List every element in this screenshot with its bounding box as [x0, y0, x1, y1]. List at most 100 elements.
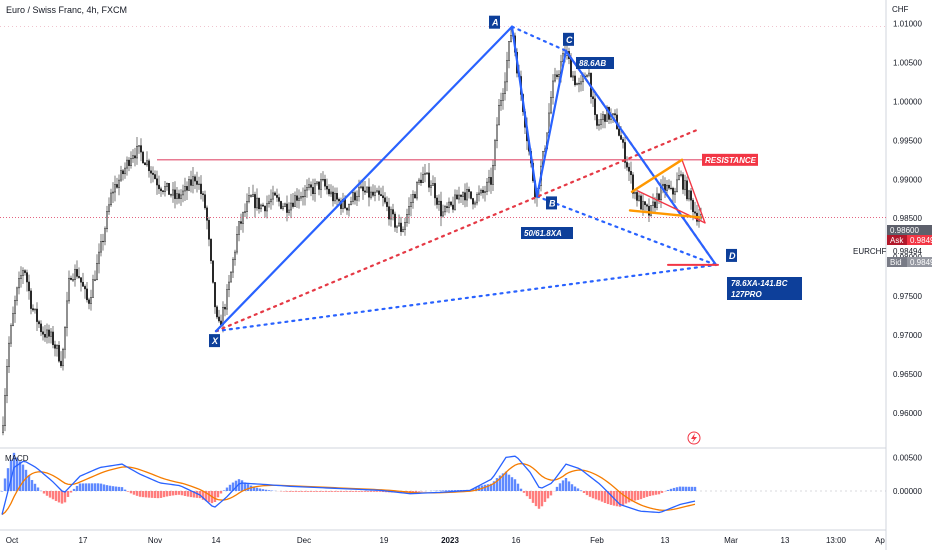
macd-histogram-bar — [522, 491, 526, 493]
candle-body — [128, 159, 130, 166]
candle-body — [356, 196, 358, 201]
macd-histogram-bar — [12, 452, 16, 492]
macd-histogram-bar — [660, 491, 664, 493]
candle-body — [500, 100, 502, 106]
macd-histogram-bar — [558, 483, 562, 492]
candle-body — [354, 192, 356, 201]
macd-histogram-bar — [690, 486, 694, 492]
candle-body — [18, 278, 20, 289]
macd-histogram-bar — [579, 490, 583, 492]
candle-body — [284, 203, 286, 207]
candle-body — [452, 204, 454, 210]
candle-body — [28, 281, 30, 292]
point-a-label-box — [489, 15, 500, 29]
candle-body — [40, 323, 42, 333]
macd-histogram-bar — [9, 459, 13, 492]
macd-histogram-bar — [15, 457, 19, 492]
candle-body — [46, 329, 48, 338]
macd-histogram-bar — [498, 475, 502, 492]
time-axis: Oct 17 Nov 14 Dec 19 2023 16 Feb 13 Mar 13 13:00 Ap — [6, 536, 886, 545]
ratio-d-label-line2: 127PRO — [731, 290, 762, 299]
candle-body — [20, 275, 22, 279]
candle-body — [396, 225, 398, 228]
candle-body — [64, 327, 66, 350]
macd-histogram-bar — [36, 487, 40, 492]
macd-histogram-bar — [411, 491, 415, 493]
macd-histogram-bar — [321, 491, 325, 492]
candle-body — [462, 192, 464, 197]
candle-body — [350, 201, 352, 205]
candle-body — [268, 201, 270, 204]
candle-body — [152, 172, 154, 175]
candle-body — [674, 191, 676, 195]
candle-body — [4, 395, 6, 426]
candle-body — [294, 195, 296, 207]
macd-histogram-bar — [24, 469, 28, 492]
price-tick-label: 1.00500 — [893, 59, 922, 68]
candle-body — [574, 75, 576, 86]
candle-body — [210, 239, 212, 262]
candle-body — [690, 190, 692, 201]
candle-body — [314, 183, 316, 194]
candle-body — [246, 201, 248, 212]
candle-body — [494, 140, 496, 166]
macd-histogram-bar — [543, 491, 547, 502]
candle-body — [296, 195, 298, 201]
cd-leg — [564, 49, 718, 267]
macd-histogram-bar — [162, 491, 166, 498]
macd-histogram-bar — [594, 491, 598, 500]
candle-body — [638, 195, 640, 201]
candle-body — [666, 184, 668, 191]
candle-body — [238, 221, 240, 235]
candle-body — [436, 197, 438, 205]
candle-body — [258, 197, 260, 210]
candle-body — [438, 200, 440, 205]
macd-histogram-bar — [294, 491, 298, 492]
candle-body — [26, 272, 28, 283]
macd-histogram-bar — [144, 491, 148, 498]
macd-histogram-bar — [147, 491, 151, 498]
candle-body — [482, 189, 484, 193]
ratio-b-label: 50/61.8XA — [524, 229, 562, 238]
candle-body — [154, 174, 156, 180]
macd-histogram-bar — [588, 491, 592, 497]
candle-body — [120, 170, 122, 181]
candle-body — [2, 425, 4, 433]
time-tick-label: 17 — [79, 536, 88, 545]
candle-body — [70, 277, 72, 280]
candle-body — [464, 192, 466, 201]
macd-histogram-bar — [585, 491, 589, 496]
ratio-b-label-box — [521, 227, 573, 239]
candle-body — [242, 212, 244, 224]
bid-label-badge: Bid — [890, 258, 902, 267]
macd-histogram-bar — [30, 480, 34, 492]
macd-histogram-bar — [516, 483, 520, 492]
macd-histogram-bar — [630, 491, 634, 502]
macd-histogram-bar — [327, 491, 331, 492]
candle-body — [602, 114, 604, 120]
candle-body — [138, 145, 140, 147]
candle-body — [150, 170, 152, 174]
macd-histogram-bar — [102, 484, 106, 492]
candle-body — [266, 203, 268, 212]
macd-histogram-bar — [90, 483, 94, 492]
macd-histogram-bar — [72, 488, 76, 492]
candle-body — [554, 74, 556, 82]
candle-body — [146, 160, 148, 166]
candle-body — [332, 191, 334, 202]
candle-body — [594, 98, 596, 115]
macd-histogram-bar — [564, 478, 568, 492]
candle-body — [304, 189, 306, 197]
lightning-icon[interactable] — [687, 431, 701, 445]
xb-extension-dotted-line — [214, 127, 702, 333]
time-tick-label: Nov — [148, 536, 162, 545]
macd-histogram-bar — [63, 491, 67, 503]
last-price-badge: 0.98600 — [890, 226, 919, 235]
candle-body — [392, 209, 394, 215]
macd-histogram-bar — [672, 487, 676, 492]
candle-body — [446, 206, 448, 208]
point-b-label: B — [549, 198, 556, 208]
candle-body — [234, 251, 236, 260]
candle-body — [82, 281, 84, 287]
price-tick-label: 0.99500 — [893, 136, 922, 145]
